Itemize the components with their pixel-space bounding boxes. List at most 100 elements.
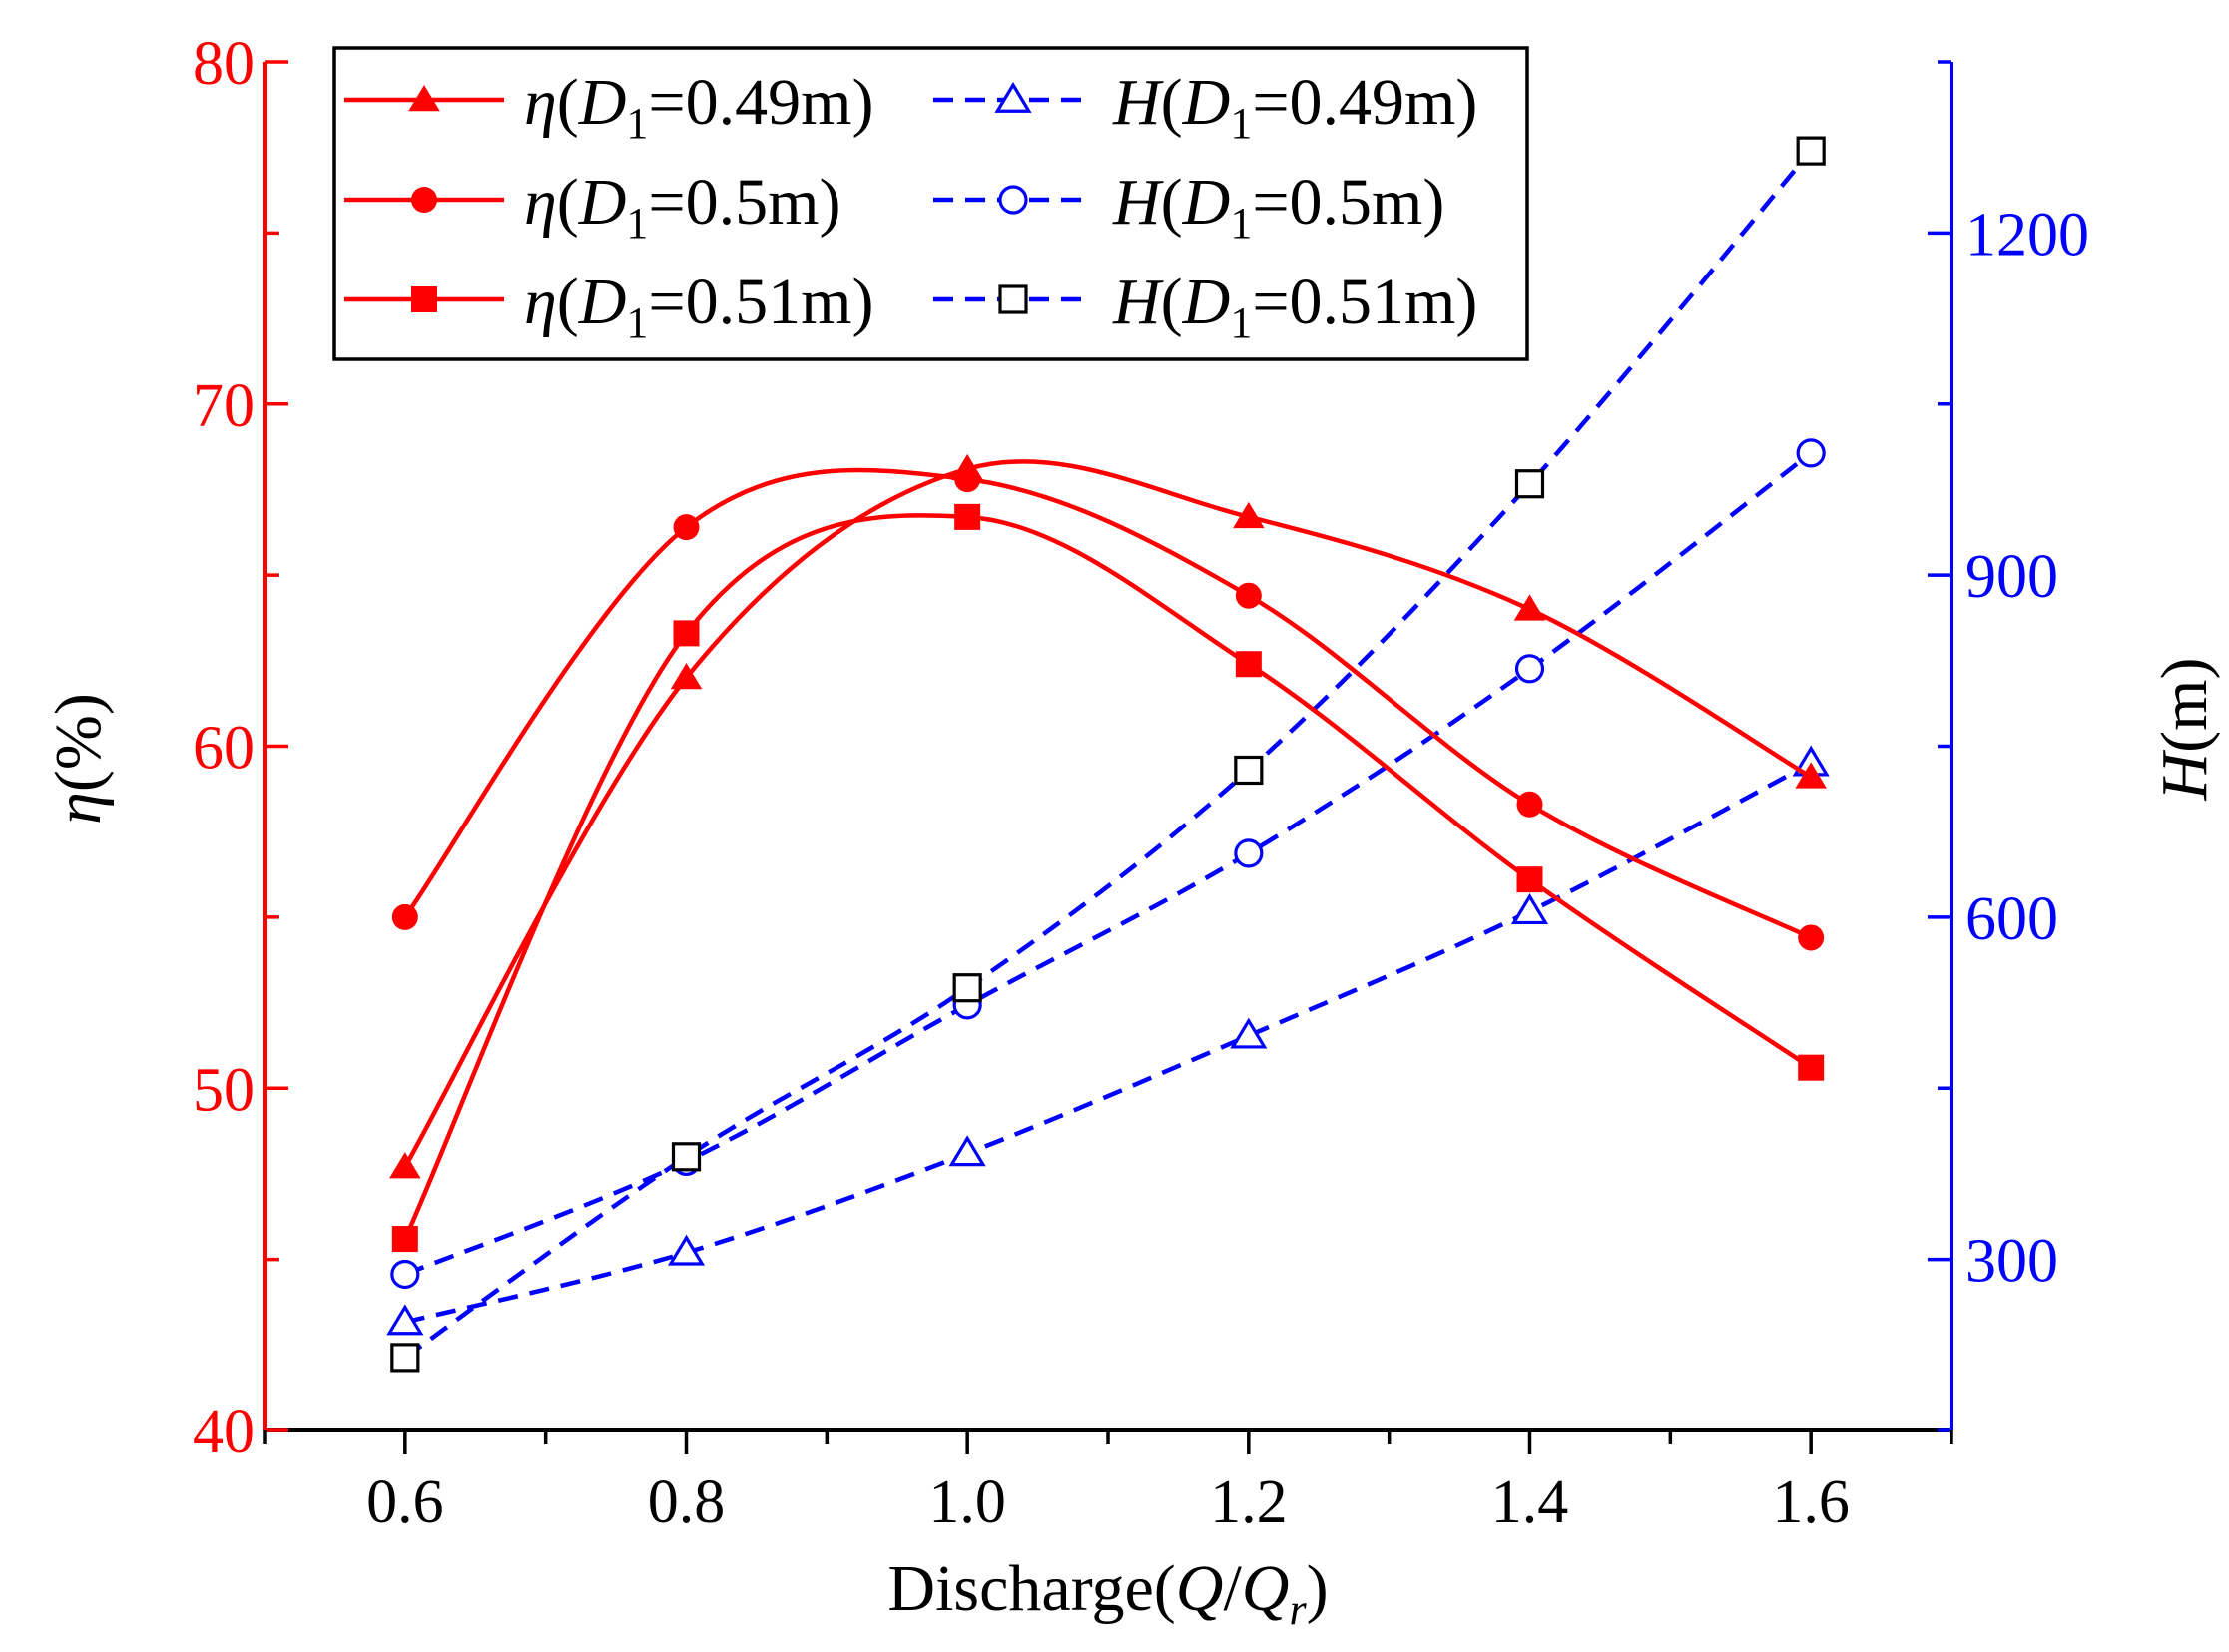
- left-tick-label: 80: [193, 30, 255, 98]
- legend-marker: [994, 81, 1032, 113]
- data-point: [1516, 791, 1543, 818]
- legend-label: H(D1=0.49m): [1112, 66, 1477, 148]
- data-point: [1513, 594, 1546, 621]
- legend-entry-eta-triangle: η(D1=0.49m): [344, 66, 873, 148]
- legend-label-d: D: [1182, 166, 1231, 239]
- data-point: [952, 973, 982, 1003]
- legend-label-paren: (: [1161, 166, 1183, 239]
- series-line: [403, 467, 1813, 940]
- data-point: [1234, 755, 1264, 786]
- legend-label-value: =0.51m): [1252, 266, 1477, 338]
- legend-label-symbol: η: [524, 166, 557, 239]
- legend-label-subscript: 1: [1230, 298, 1252, 347]
- legend-marker: [998, 284, 1028, 314]
- legend-label: H(D1=0.51m): [1112, 266, 1477, 347]
- axes: 40 50 60 70 80 300 600 900 1200 0.6 0.8 1.0 1.2 1.4 1.…: [42, 30, 2221, 1634]
- x-tick-label: 1.4: [1491, 1468, 1569, 1536]
- left-tick-label: 50: [193, 1056, 255, 1124]
- legend-label: η(D1=0.51m): [524, 266, 873, 347]
- left-tick-label: 40: [193, 1398, 255, 1466]
- legend-label-value: =0.51m): [648, 266, 873, 338]
- legend-label-value: =0.5m): [648, 166, 840, 239]
- legend-label-paren: (: [557, 66, 579, 139]
- data-point: [1798, 1054, 1825, 1081]
- legend-label-value: =0.5m): [1252, 166, 1444, 239]
- legend-marker: [408, 85, 440, 112]
- x-axis-title-subscript: r: [1289, 1585, 1307, 1634]
- data-point: [948, 1135, 986, 1167]
- legend-label: η(D1=0.49m): [524, 66, 873, 148]
- legend-label-d: D: [578, 166, 627, 239]
- data-point: [954, 503, 981, 530]
- data-point: [1233, 501, 1265, 529]
- data-point: [386, 1304, 424, 1336]
- right-tick-label: 300: [1965, 1228, 2058, 1296]
- legend-entry-eta-circle: η(D1=0.5m): [344, 166, 840, 248]
- x-axis-title: Discharge(Q/Qr): [887, 1552, 1328, 1634]
- series-line: [402, 459, 1813, 1169]
- right-tick-label: 600: [1965, 885, 2058, 953]
- legend-label-symbol: H: [1112, 66, 1164, 139]
- data-point: [1235, 582, 1262, 609]
- legend: η(D1=0.49m) H(D1=0.49m)η(D1=0.5m) H(D1=0.5…: [332, 46, 1529, 361]
- data-point: [1235, 651, 1262, 678]
- x-tick-label: 0.8: [648, 1468, 726, 1536]
- data-point: [1796, 438, 1826, 468]
- legend-label-value: =0.49m): [1252, 66, 1477, 139]
- left-y-axis-title: η(%): [42, 693, 115, 825]
- legend-label-d: D: [578, 66, 627, 139]
- x-tick-label: 1.2: [1210, 1468, 1288, 1536]
- x-tick-label: 0.6: [366, 1468, 444, 1536]
- right-y-axis-title: H(m): [2148, 658, 2221, 802]
- legend-entry-h-circle: H(D1=0.5m): [933, 166, 1444, 248]
- right-y-axis-title-symbol: H: [2148, 749, 2221, 801]
- legend-entry-h-square: H(D1=0.51m): [933, 266, 1477, 347]
- x-axis-title-q: Q: [1176, 1552, 1224, 1625]
- legend-marker: [411, 286, 437, 312]
- left-tick-label: 60: [193, 715, 255, 783]
- legend-label-subscript: 1: [626, 199, 648, 248]
- right-tick-label: 1200: [1965, 201, 2089, 269]
- data-point: [667, 1234, 706, 1266]
- legend-label-paren: (: [557, 266, 579, 338]
- data-point: [1795, 762, 1827, 789]
- legend-label-paren: (: [1161, 66, 1183, 139]
- legend-label-value: =0.49m): [648, 66, 873, 139]
- left-tick-label: 70: [193, 372, 255, 440]
- data-point: [389, 1152, 421, 1179]
- data-point: [1234, 838, 1264, 868]
- series-h-triangle: [386, 745, 1830, 1336]
- legend-label-symbol: η: [524, 66, 557, 139]
- legend-label-symbol: H: [1112, 266, 1164, 338]
- legend-label-symbol: η: [524, 266, 557, 338]
- legend-label-subscript: 1: [626, 298, 648, 347]
- data-point: [954, 466, 981, 493]
- data-point: [671, 1142, 702, 1172]
- legend-label-d: D: [1182, 266, 1231, 338]
- data-point: [1230, 1017, 1268, 1049]
- legend-label-d: D: [1182, 66, 1231, 139]
- legend-label: η(D1=0.5m): [524, 166, 840, 248]
- data-point: [1516, 866, 1543, 893]
- left-y-axis-title-symbol: η: [42, 792, 115, 825]
- x-axis-title-suffix: ): [1307, 1552, 1329, 1625]
- plot-curves: [386, 136, 1830, 1373]
- series-eta-circle: [391, 466, 1825, 951]
- right-tick-label: 900: [1965, 543, 2058, 611]
- legend-entry-h-triangle: H(D1=0.49m): [933, 66, 1477, 148]
- data-point: [1798, 924, 1825, 951]
- x-axis-title-qr: Q: [1242, 1552, 1290, 1625]
- data-point: [390, 1259, 420, 1290]
- right-y-axis-title-unit: (m): [2148, 658, 2221, 753]
- legend-label-d: D: [578, 266, 627, 338]
- legend-entry-eta-square: η(D1=0.51m): [344, 266, 873, 347]
- legend-label: H(D1=0.5m): [1112, 166, 1444, 248]
- legend-label-paren: (: [1161, 266, 1183, 338]
- x-axis-title-prefix: Discharge(: [887, 1552, 1175, 1625]
- legend-marker: [998, 185, 1028, 215]
- data-point: [390, 1343, 420, 1373]
- x-axis-title-slash: /: [1223, 1552, 1242, 1625]
- data-point: [1514, 469, 1545, 499]
- series-eta-square: [391, 503, 1825, 1253]
